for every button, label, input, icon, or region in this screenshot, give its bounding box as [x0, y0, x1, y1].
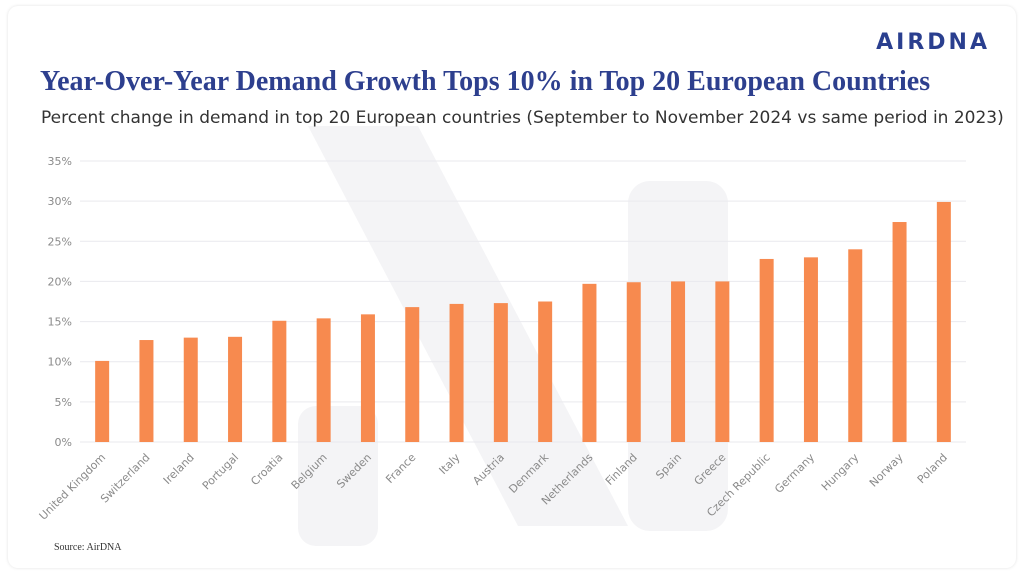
y-tick-label: 25% — [48, 235, 72, 248]
bar-croatia — [272, 320, 287, 442]
x-tick-label: Hungary — [819, 451, 862, 494]
bar-norway — [892, 222, 907, 442]
bar-chart: 0%5%10%15%20%25%30%35%United KingdomSwit… — [37, 155, 966, 523]
x-tick-label: Portugal — [200, 451, 241, 492]
x-tick-label: Ireland — [161, 451, 197, 487]
x-tick-label: France — [383, 451, 418, 486]
bar-austria — [493, 303, 508, 442]
bar-hungary — [848, 249, 863, 442]
x-tick-label: Spain — [653, 451, 684, 482]
x-tick-label: Greece — [692, 451, 729, 488]
bar-ireland — [183, 337, 198, 442]
bar-sweden — [360, 314, 375, 442]
x-tick-label: United Kingdom — [37, 451, 109, 523]
slide: AIRDNA Year-Over-Year Demand Growth Tops… — [8, 6, 1016, 568]
x-tick-label: Belgium — [289, 451, 330, 492]
x-tick-label: Finland — [603, 451, 640, 488]
y-tick-label: 20% — [48, 275, 72, 288]
x-tick-label: Denmark — [506, 450, 551, 495]
x-tick-label: Norway — [867, 451, 906, 490]
bar-denmark — [538, 301, 553, 442]
y-tick-label: 35% — [48, 155, 72, 168]
x-tick-label: Sweden — [334, 451, 374, 491]
bar-spain — [671, 281, 686, 442]
bar-netherlands — [582, 283, 597, 442]
y-tick-label: 5% — [55, 396, 72, 409]
bar-finland — [626, 282, 641, 442]
x-tick-label: Poland — [915, 451, 950, 486]
y-tick-label: 30% — [48, 195, 72, 208]
airdna-logo: AIRDNA — [876, 30, 990, 55]
bar-switzerland — [139, 340, 154, 442]
bar-germany — [803, 257, 818, 442]
y-tick-label: 10% — [48, 356, 72, 369]
x-tick-label: Austria — [470, 451, 507, 488]
x-tick-label: Germany — [772, 451, 817, 496]
chart-title: Year-Over-Year Demand Growth Tops 10% in… — [40, 66, 931, 97]
bar-portugal — [228, 336, 243, 442]
bar-united-kingdom — [95, 360, 110, 442]
x-tick-label: Croatia — [248, 451, 285, 488]
x-tick-label: Italy — [437, 451, 463, 477]
chart-subtitle: Percent change in demand in top 20 Europ… — [41, 108, 1004, 128]
y-tick-label: 0% — [55, 436, 72, 449]
bar-poland — [936, 201, 951, 442]
bar-czech-republic — [759, 258, 774, 442]
bar-italy — [449, 303, 464, 442]
bar-france — [405, 307, 420, 442]
bar-greece — [715, 281, 730, 442]
source-note: Source: AirDNA — [54, 542, 122, 553]
y-tick-label: 15% — [48, 316, 72, 329]
bar-belgium — [316, 318, 331, 442]
